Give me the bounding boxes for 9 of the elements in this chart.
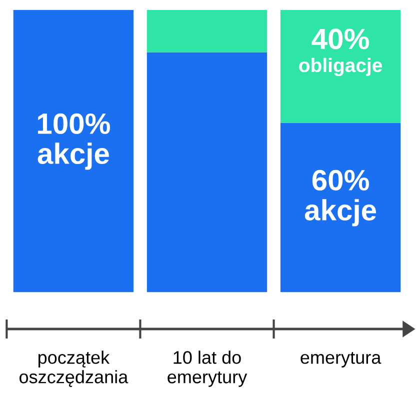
text: akcje [304,199,376,226]
series-label: akcje [38,142,109,170]
data-label: 60% [312,170,369,191]
data-label: 40% [312,28,369,50]
data-label: 100% [38,113,110,134]
series-label: obligacje [299,58,382,76]
x-tick-label: emerytura [300,352,382,368]
x-tick-label: początek oszczędzania [20,350,128,387]
x-tick-label: 10 lat do emerytury [168,350,248,387]
